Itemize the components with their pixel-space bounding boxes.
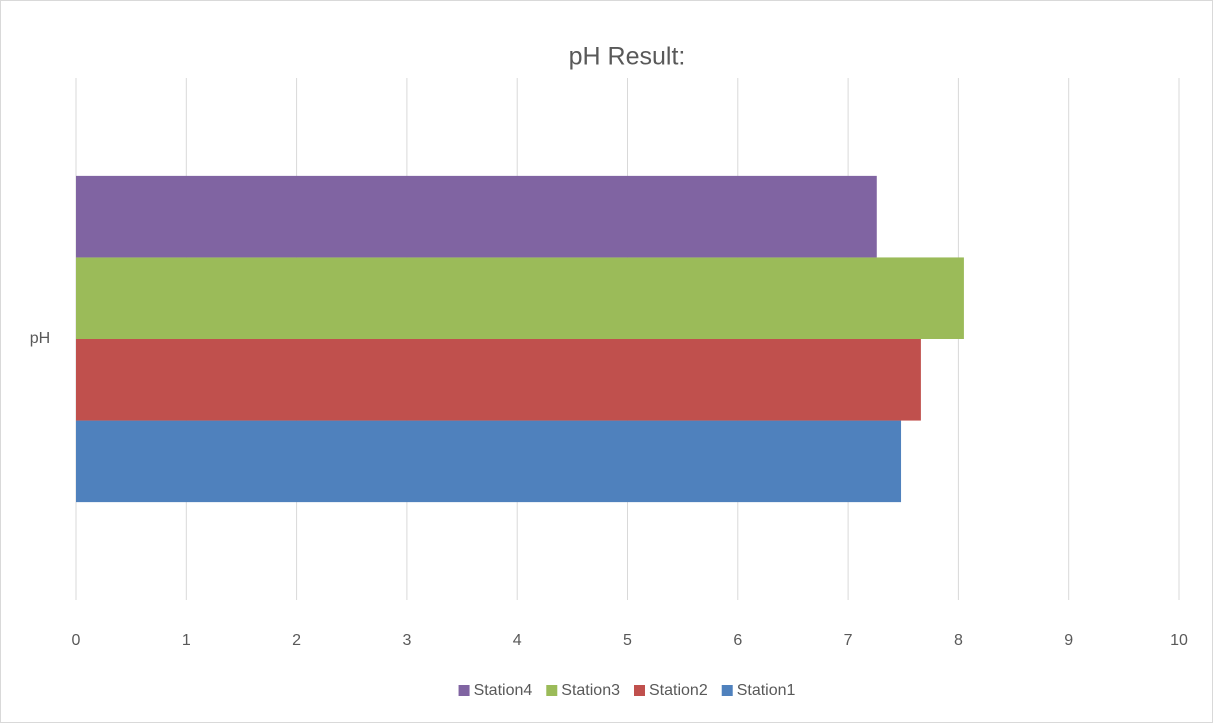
x-tick-label: 4 [513, 632, 522, 649]
bar [76, 339, 921, 421]
legend-swatch [458, 685, 470, 696]
bar [76, 420, 902, 503]
chart-title: pH Result: [569, 43, 686, 71]
legend-swatch [721, 685, 733, 696]
x-tick-label: 2 [292, 632, 301, 649]
x-tick-label: 5 [623, 632, 632, 649]
legend-swatch [546, 685, 558, 696]
x-tick-label: 8 [954, 632, 963, 649]
x-tick-label: 1 [182, 632, 191, 649]
legend-label: Station2 [649, 682, 708, 699]
legend-label: Station3 [561, 682, 620, 699]
bar [76, 175, 877, 258]
x-tick-label: 6 [733, 632, 742, 649]
y-tick-label: pH [30, 330, 50, 347]
legend-label: Station1 [737, 682, 796, 699]
x-tick-label: 9 [1064, 632, 1073, 649]
x-tick-label: 7 [844, 632, 853, 649]
bar [76, 257, 964, 339]
x-tick-label: 0 [72, 632, 81, 649]
legend-swatch [634, 685, 645, 696]
legend-label: Station4 [474, 682, 533, 699]
x-tick-label: 10 [1170, 632, 1188, 649]
x-tick-label: 3 [402, 632, 411, 649]
